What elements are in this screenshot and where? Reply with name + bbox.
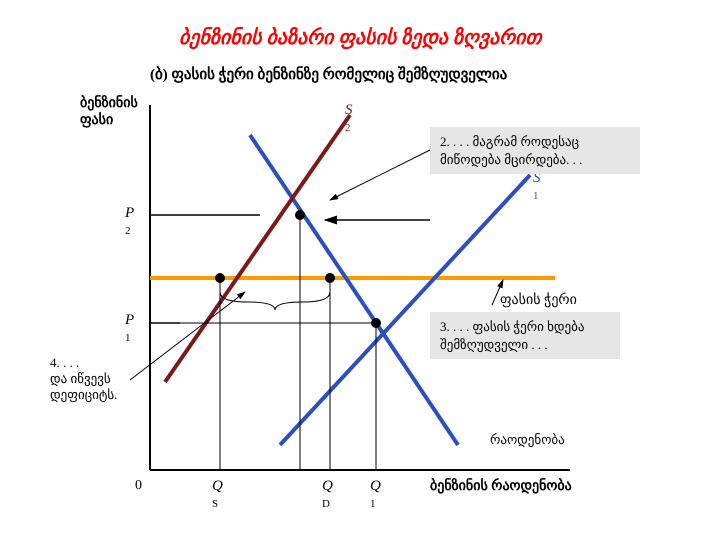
supply-2-label: S2 [345, 102, 353, 136]
origin-label: 0 [135, 478, 142, 494]
x-axis-label: ბენზინის რაოდენობა [430, 478, 572, 495]
qd-label: QD [322, 478, 333, 512]
note-4: 4. . . .და იწვევს დეფიციტს. [50, 355, 150, 403]
q1-label: Q1 [370, 478, 381, 512]
supply-1-label: S1 [533, 170, 541, 204]
qs-label: QS [212, 478, 223, 512]
price-ceiling-label: ფასის ჭერი [500, 292, 577, 309]
quantity-gap-label: რაოდენობა [490, 432, 565, 448]
note-2: 2. . . . მაგრამ როდესაც მიწოდება მცირდებ… [430, 127, 640, 174]
p2-label: P2 [125, 205, 134, 239]
p1-label: P1 [125, 312, 134, 346]
note-3: 3. . . . ფასის ჭერი ხდება შემზღუდველი . … [430, 312, 620, 359]
chart-canvas [0, 0, 720, 540]
y-axis-label: ბენზინისფასი [80, 95, 138, 129]
